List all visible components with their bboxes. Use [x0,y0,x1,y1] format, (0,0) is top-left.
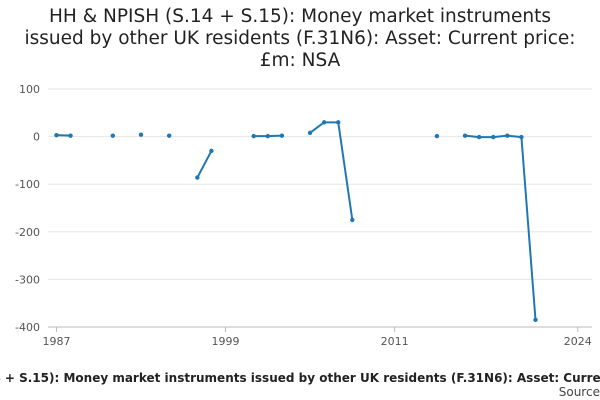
point [350,217,355,223]
x-tick-label: 2011 [381,335,409,348]
point [519,134,524,140]
x-tick-label: 1987 [42,335,70,348]
line [56,121,537,320]
point [533,317,538,323]
point [251,133,256,139]
point [462,133,468,138]
x-tick-label: 2024 [564,335,592,348]
point [321,120,327,125]
point [279,133,285,138]
y-tick-label: -200 [15,226,40,239]
y-tick-label: -100 [15,178,40,191]
point [265,133,270,139]
x-tick-label: 1999 [212,335,240,348]
point [505,133,510,138]
point [307,130,313,135]
point [336,120,341,125]
footer-text: HH & NPISH (S.14 + S.15): Money market i… [0,371,600,385]
point [138,132,144,137]
point [434,133,440,139]
point [491,134,496,140]
chart-title: HH & NPISH (S.14 + S.15): Money market i… [24,6,576,71]
y-tick-label: 0 [33,131,40,144]
point [110,133,116,138]
point [476,134,482,140]
point [166,133,172,138]
source-label: Source: [558,385,600,399]
point [209,148,214,154]
y-tick-label: 100 [19,83,40,96]
y-tick-label: -400 [15,321,40,334]
point [195,175,200,180]
footer: HH & NPISH (S.14 + S.15): Money market i… [0,371,600,385]
point [54,132,59,138]
point [68,133,73,138]
y-tick-label: -300 [15,273,40,286]
